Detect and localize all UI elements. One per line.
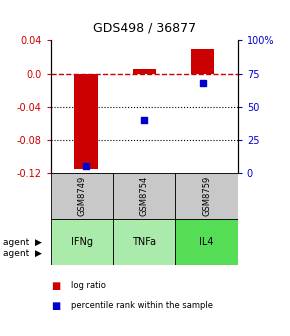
Text: GSM8759: GSM8759	[202, 176, 211, 216]
Point	[84, 164, 88, 169]
Point	[200, 80, 205, 85]
Bar	[133, 69, 156, 74]
Text: GSM8754: GSM8754	[140, 176, 149, 216]
Text: IL4: IL4	[200, 237, 214, 247]
Text: IFNg: IFNg	[71, 237, 93, 247]
Text: agent  ▶: agent ▶	[3, 238, 42, 247]
Bar	[74, 74, 97, 169]
Bar	[175, 219, 238, 265]
Text: ■: ■	[51, 301, 60, 311]
Text: log ratio: log ratio	[71, 281, 106, 290]
Text: GSM8749: GSM8749	[77, 176, 86, 216]
Text: ■: ■	[51, 281, 60, 291]
Text: GDS498 / 36877: GDS498 / 36877	[93, 22, 197, 35]
Text: agent  ▶: agent ▶	[3, 249, 42, 258]
Bar	[51, 173, 113, 219]
Point	[142, 117, 146, 123]
Bar	[175, 173, 238, 219]
Text: TNFa: TNFa	[132, 237, 156, 247]
Bar	[191, 49, 214, 74]
Text: percentile rank within the sample: percentile rank within the sample	[71, 301, 213, 310]
Bar	[113, 173, 175, 219]
Bar	[51, 219, 113, 265]
Bar	[113, 219, 175, 265]
